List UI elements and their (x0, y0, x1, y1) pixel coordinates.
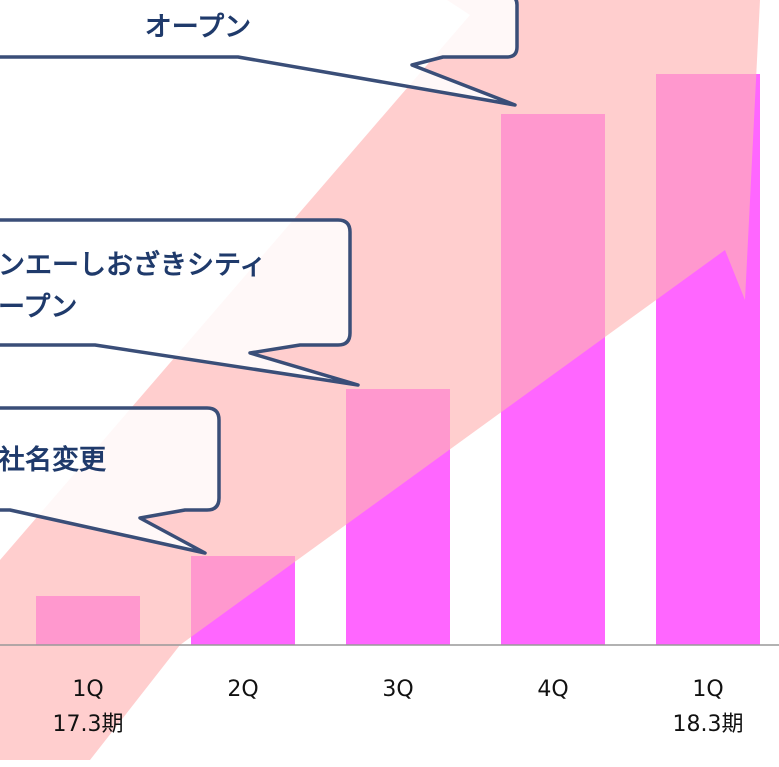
callout-middle-line-1: ンエーしおざきシティ (0, 249, 266, 281)
callout-top-bubble (0, 0, 517, 105)
x-ticks: 1Q 2Q 3Q 4Q 1Q (72, 677, 723, 702)
trend-arrow (0, 0, 760, 760)
x-tick-label-2: 2Q (227, 677, 258, 702)
x-tick-label-3: 3Q (382, 677, 413, 702)
x-tick-label-4: 4Q (537, 677, 568, 702)
x-tick-label-5: 1Q (692, 677, 723, 702)
period-label-17-3: 17.3期 (53, 712, 124, 737)
callout-top: オープン (0, 0, 517, 105)
callout-middle-line-2: ープン (0, 292, 77, 323)
callout-lower-line-1: 社名変更 (0, 444, 107, 476)
x-tick-label-1: 1Q (72, 677, 103, 702)
callout-top-line-1: オープン (145, 12, 251, 43)
period-label-18-3: 18.3期 (673, 712, 744, 737)
